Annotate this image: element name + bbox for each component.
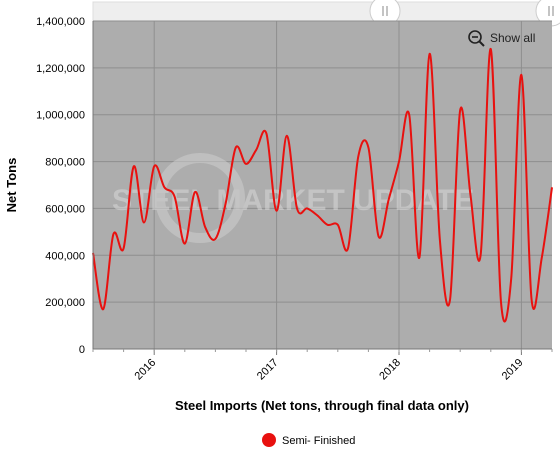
y-axis-title: Net Tons — [4, 158, 19, 213]
y-tick-label: 800,000 — [45, 157, 85, 169]
y-tick-label: 1,400,000 — [36, 16, 85, 28]
y-tick-label: 1,200,000 — [36, 63, 85, 75]
y-tick-label: 400,000 — [45, 250, 85, 262]
x-axis-title: Steel Imports (Net tons, through final d… — [175, 398, 469, 413]
y-tick-label: 200,000 — [45, 297, 85, 309]
x-tick-label: 2018 — [377, 357, 403, 383]
show-all-label: Show all — [490, 31, 535, 45]
x-axis-ticks: 2016 2017 2018 2019 — [92, 349, 553, 383]
x-tick-label: 2016 — [133, 357, 159, 383]
plot-background — [93, 21, 552, 349]
navigator-bar[interactable] — [92, 1, 554, 22]
legend-label: Semi- Finished — [282, 435, 355, 447]
x-tick-label: 2019 — [500, 357, 526, 383]
y-tick-label: 1,000,000 — [36, 110, 85, 122]
series-line-semi-finished — [92, 48, 553, 323]
grid-lines — [93, 20, 552, 349]
zoom-out-icon — [468, 30, 485, 47]
y-tick-label: 600,000 — [45, 203, 85, 215]
show-all-button[interactable]: Show all — [468, 30, 535, 47]
legend-marker — [262, 433, 276, 447]
x-tick-label: 2017 — [255, 357, 281, 383]
y-tick-label: 0 — [79, 344, 85, 356]
y-axis-ticks: 0 200,000 400,000 600,000 800,000 1,000,000 1,… — [36, 16, 85, 356]
legend[interactable]: Semi- Finished — [262, 433, 355, 447]
